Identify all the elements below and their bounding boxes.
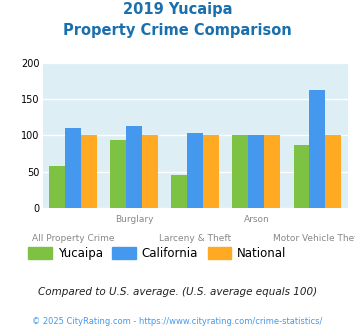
Text: Compared to U.S. average. (U.S. average equals 100): Compared to U.S. average. (U.S. average … — [38, 287, 317, 297]
Text: Arson: Arson — [244, 214, 269, 223]
Bar — [310, 89, 325, 208]
Bar — [171, 175, 187, 208]
Bar — [325, 135, 341, 208]
Bar — [233, 135, 248, 208]
Bar — [49, 166, 65, 208]
Text: Burglary: Burglary — [115, 214, 153, 223]
Text: © 2025 CityRating.com - https://www.cityrating.com/crime-statistics/: © 2025 CityRating.com - https://www.city… — [32, 317, 323, 326]
Bar — [81, 135, 97, 208]
Bar — [203, 135, 219, 208]
Bar — [248, 135, 264, 208]
Bar — [126, 126, 142, 208]
Text: 2019 Yucaipa: 2019 Yucaipa — [123, 2, 232, 16]
Bar — [187, 133, 203, 208]
Text: Property Crime Comparison: Property Crime Comparison — [63, 23, 292, 38]
Bar — [264, 135, 280, 208]
Text: Larceny & Theft: Larceny & Theft — [159, 234, 231, 243]
Legend: Yucaipa, California, National: Yucaipa, California, National — [24, 242, 291, 265]
Text: All Property Crime: All Property Crime — [32, 234, 114, 243]
Bar — [65, 128, 81, 208]
Text: Motor Vehicle Theft: Motor Vehicle Theft — [273, 234, 355, 243]
Bar — [142, 135, 158, 208]
Bar — [110, 140, 126, 208]
Bar — [294, 145, 310, 208]
